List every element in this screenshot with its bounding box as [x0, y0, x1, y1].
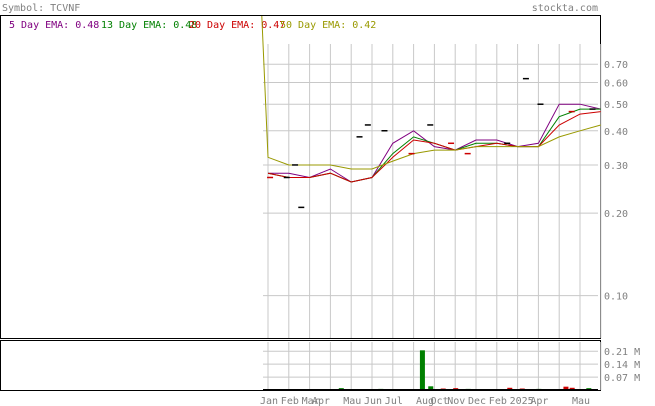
- site-label: stockta.com: [532, 3, 598, 14]
- series-line: [267, 111, 601, 183]
- y-tick-label: 0.10: [604, 292, 628, 303]
- x-tick-label: Jun: [364, 396, 382, 406]
- x-tick-label: Jan: [260, 396, 278, 406]
- series-line: [268, 103, 601, 183]
- x-tick-label: Mar: [302, 396, 320, 406]
- y-tick-label: 0.40: [604, 127, 628, 138]
- volume-bar: [563, 386, 569, 390]
- x-tick-label: Apr: [312, 396, 330, 406]
- y-tick-label: 0.30: [604, 161, 628, 172]
- grid: [263, 44, 602, 390]
- y-tick-label: 0.50: [604, 100, 628, 111]
- x-tick-label: Feb: [489, 396, 507, 406]
- y-tick-label: 0.20: [604, 209, 628, 220]
- volume-plot: [263, 350, 598, 390]
- x-tick-label: Dec: [468, 396, 486, 406]
- volume-bar: [419, 350, 425, 390]
- x-tick-label: Nov: [447, 396, 465, 406]
- volume-bar: [569, 387, 575, 390]
- x-tick-label: 2025: [510, 396, 534, 406]
- y-tick-label: 0.70: [604, 60, 628, 71]
- legend-item: 5 Day EMA: 0.48: [9, 20, 99, 31]
- volume-bar: [507, 387, 513, 390]
- axes: 0.70 0.60 0.50 0.40 0.30 0.20 0.10 0.21 M 0.14 M…: [260, 60, 640, 406]
- x-tick-label: Apr: [530, 396, 548, 406]
- x-tick-label: Mau: [343, 396, 361, 406]
- price-plot: [261, 15, 601, 209]
- series-line: [261, 15, 601, 170]
- volume-bar: [428, 386, 434, 390]
- volume-tick-label: 0.21 M: [604, 347, 640, 358]
- legend-item: 20 Day EMA: 0.47: [189, 20, 285, 31]
- legend-item: 13 Day EMA: 0.48: [101, 20, 197, 31]
- x-tick-label: Oct: [431, 396, 449, 406]
- x-tick-label: Feb: [281, 396, 299, 406]
- symbol-label: Symbol: TCVNF: [2, 3, 80, 14]
- x-tick-label: Mau: [572, 396, 590, 406]
- x-tick-label: Jul: [385, 396, 403, 406]
- volume-tick-label: 0.07 M: [604, 373, 640, 384]
- legend-item: 50 Day EMA: 0.42: [280, 20, 376, 31]
- y-tick-label: 0.60: [604, 79, 628, 90]
- x-tick-label: Aug: [416, 396, 434, 406]
- volume-tick-label: 0.14 M: [604, 360, 640, 371]
